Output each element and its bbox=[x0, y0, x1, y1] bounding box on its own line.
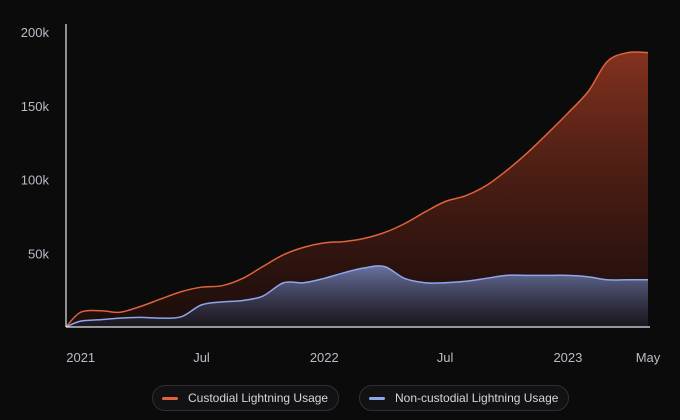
y-tick-label: 150k bbox=[21, 99, 50, 114]
area-custodial bbox=[66, 51, 648, 328]
series-line-custodial bbox=[65, 51, 649, 328]
legend-swatch-custodial bbox=[162, 396, 178, 400]
x-tick-label: Jul bbox=[437, 350, 454, 365]
legend: Custodial Lightning Usage Non-custodial … bbox=[0, 385, 680, 413]
legend-item-noncustodial[interactable]: Non-custodial Lightning Usage bbox=[359, 385, 570, 411]
axes-layer bbox=[65, 24, 650, 328]
area-noncustodial bbox=[66, 265, 648, 327]
line-layer bbox=[65, 51, 649, 328]
lightning-usage-area-chart: 50k 100k 150k 200k 2021 Jul 2022 Jul 2023 May bbox=[21, 24, 661, 365]
tick-layer: 50k 100k 150k 200k 2021 Jul 2022 Jul 2023 May bbox=[21, 25, 661, 365]
x-tick-label: 2021 bbox=[66, 350, 95, 365]
y-tick-label: 200k bbox=[21, 25, 50, 40]
legend-item-custodial[interactable]: Custodial Lightning Usage bbox=[152, 385, 340, 411]
y-tick-label: 50k bbox=[28, 246, 49, 261]
x-tick-label: 2023 bbox=[553, 350, 582, 365]
area-layer bbox=[66, 51, 648, 328]
series-line-noncustodial bbox=[65, 265, 648, 328]
legend-label-custodial: Custodial Lightning Usage bbox=[188, 391, 329, 405]
x-tick-label: May bbox=[636, 350, 661, 365]
x-tick-label: Jul bbox=[193, 350, 210, 365]
y-tick-label: 100k bbox=[21, 173, 50, 188]
legend-label-noncustodial: Non-custodial Lightning Usage bbox=[395, 391, 559, 405]
legend-swatch-noncustodial bbox=[369, 396, 385, 400]
x-tick-label: 2022 bbox=[310, 350, 339, 365]
